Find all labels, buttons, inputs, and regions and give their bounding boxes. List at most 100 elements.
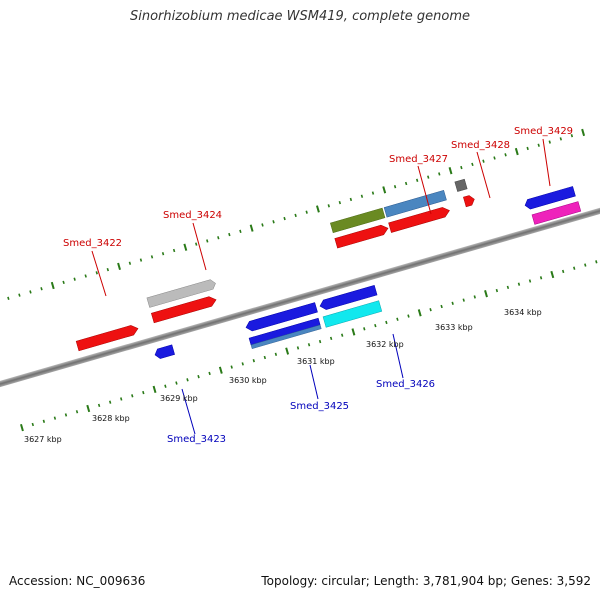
gene-smed-3427-olive[interactable]: [330, 207, 386, 234]
gene-box[interactable]: [322, 300, 383, 328]
major-tick: [117, 262, 121, 271]
kbp-label-3627: 3627 kbp: [24, 435, 62, 444]
minor-tick: [128, 261, 132, 265]
minor-tick: [95, 271, 98, 275]
minor-tick: [142, 390, 145, 395]
accession-label: Accession: NC_009636: [9, 574, 146, 588]
gene-label-smed-3427[interactable]: Smed_3427: [389, 154, 448, 165]
genome-backbone: [0, 192, 600, 398]
major-tick: [285, 347, 290, 355]
gene-blue-far-right[interactable]: [524, 186, 576, 210]
minor-tick: [120, 397, 123, 401]
kbp-label-3629: 3629 kbp: [160, 394, 198, 403]
minor-tick: [493, 156, 496, 160]
minor-tick: [108, 400, 112, 404]
gene-box[interactable]: [454, 178, 468, 192]
gene-smed-3428-blue[interactable]: [383, 190, 447, 218]
gene-arrow[interactable]: [75, 324, 139, 352]
minor-tick: [195, 242, 198, 246]
gene-smed-3426[interactable]: [319, 285, 378, 311]
gene-smed-3426-cyan[interactable]: [322, 300, 383, 328]
gene-label-smed-3424[interactable]: Smed_3424: [163, 210, 222, 221]
minor-tick: [31, 422, 34, 427]
minor-tick: [482, 159, 485, 163]
minor-tick: [208, 371, 211, 376]
minor-tick: [272, 220, 275, 224]
gene-arrow[interactable]: [524, 186, 576, 210]
minor-tick: [385, 320, 388, 325]
gene-magenta-far-right[interactable]: [531, 201, 582, 225]
minor-tick: [84, 274, 87, 278]
minor-tick: [274, 352, 278, 356]
gene-arrow[interactable]: [151, 295, 217, 324]
minor-tick: [407, 314, 410, 318]
gene-smed-3429-grey[interactable]: [454, 178, 468, 192]
gene-label-smed-3422[interactable]: Smed_3422: [63, 238, 122, 249]
minor-tick: [429, 308, 432, 312]
major-tick: [183, 243, 188, 251]
minor-tick: [42, 419, 46, 423]
callout-smed-3427: [417, 165, 432, 215]
gene-label-smed-3428[interactable]: Smed_3428: [451, 140, 510, 151]
callout-smed-3429: [542, 138, 551, 187]
gene-label-smed-3429[interactable]: Smed_3429: [514, 126, 573, 137]
minor-tick: [53, 416, 57, 420]
gene-smed-3428[interactable]: [388, 206, 451, 233]
gene-smed-3429[interactable]: [463, 194, 475, 208]
minor-tick: [371, 191, 375, 195]
kbp-label-3632: 3632 kbp: [366, 340, 404, 349]
gene-box[interactable]: [383, 190, 447, 218]
minor-tick: [451, 301, 454, 305]
gene-label-smed-3423[interactable]: Smed_3423: [167, 434, 226, 445]
minor-tick: [75, 410, 79, 414]
minor-tick: [374, 323, 377, 328]
minor-tick: [294, 213, 297, 218]
minor-tick: [175, 381, 178, 385]
gene-arrow[interactable]: [146, 278, 217, 308]
callout-lines: [91, 138, 551, 435]
kbp-label-3633: 3633 kbp: [435, 323, 473, 332]
major-tick: [351, 328, 356, 336]
minor-tick: [526, 146, 529, 151]
minor-tick: [559, 137, 563, 141]
minor-tick: [217, 236, 220, 240]
minor-tick: [305, 210, 308, 214]
minor-tick: [360, 194, 364, 198]
gene-arrow[interactable]: [154, 344, 175, 360]
gene-arrow[interactable]: [334, 223, 390, 249]
minor-tick: [241, 362, 244, 366]
minor-tick: [548, 140, 551, 144]
minor-tick: [561, 269, 565, 274]
gene-smed-3427[interactable]: [334, 223, 390, 249]
minor-tick: [296, 346, 300, 350]
gene-box[interactable]: [250, 324, 322, 349]
minor-tick: [460, 165, 463, 170]
gene-label-smed-3426[interactable]: Smed_3426: [376, 379, 435, 390]
minor-tick: [186, 378, 189, 382]
minor-tick: [341, 333, 344, 337]
gene-arrow[interactable]: [388, 206, 451, 233]
gene-label-smed-3425[interactable]: Smed_3425: [290, 401, 349, 412]
gene-smed-3425-c[interactable]: [250, 324, 322, 349]
major-tick: [448, 167, 453, 175]
gene-smed-3424[interactable]: [151, 295, 217, 324]
gene-box[interactable]: [330, 207, 386, 234]
minor-tick: [164, 384, 167, 388]
minor-tick: [462, 298, 465, 302]
gene-smed-3425-a[interactable]: [245, 302, 318, 333]
minor-tick: [307, 343, 311, 347]
minor-tick: [239, 229, 242, 234]
forward-tick-row: [7, 128, 586, 300]
callout-smed-3426: [392, 333, 404, 379]
gene-smed-3423[interactable]: [154, 344, 175, 360]
gene-arrow[interactable]: [463, 194, 475, 208]
gene-box[interactable]: [531, 201, 582, 225]
major-tick: [249, 224, 254, 232]
minor-tick: [97, 403, 101, 408]
gene-arrow[interactable]: [319, 285, 378, 311]
major-tick: [152, 385, 157, 393]
gene-smed-3424-grey[interactable]: [146, 278, 217, 308]
gene-smed-3422[interactable]: [75, 324, 139, 352]
gene-arrow[interactable]: [245, 302, 318, 333]
